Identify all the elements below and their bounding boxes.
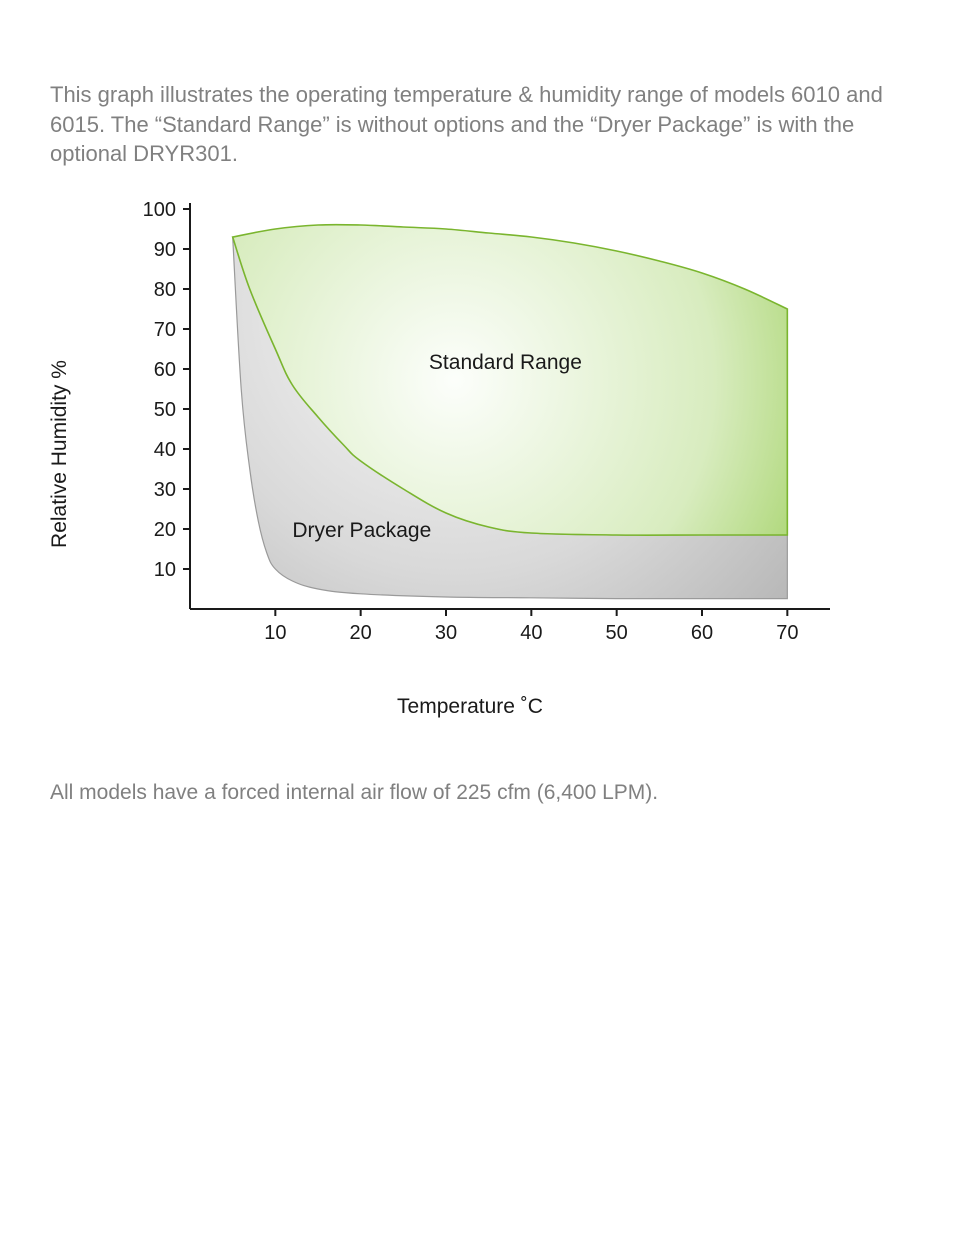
standard-range-label: Standard Range	[429, 351, 582, 374]
humidity-temperature-chart: Relative Humidity % 10203040506070809010…	[70, 199, 870, 709]
intro-paragraph: This graph illustrates the operating tem…	[50, 80, 904, 169]
y-tick-label: 40	[154, 439, 176, 461]
x-tick-label: 40	[520, 622, 542, 644]
x-tick-label: 10	[264, 622, 286, 644]
y-tick-label: 10	[154, 559, 176, 581]
y-tick-label: 70	[154, 319, 176, 341]
y-tick-label: 80	[154, 279, 176, 301]
y-tick-label: 50	[154, 399, 176, 421]
dryer-package-label: Dryer Package	[292, 519, 431, 542]
chart-svg: 10 20 30 40 50 60 70 80 90 100 10 20 30 40 50 60 70 Stand…	[70, 199, 870, 669]
x-tick-label: 70	[776, 622, 798, 644]
y-tick-label: 100	[143, 199, 176, 221]
x-axis-label: Temperature ˚C	[397, 695, 543, 719]
outro-paragraph: All models have a forced internal air fl…	[50, 779, 904, 807]
page: This graph illustrates the operating tem…	[0, 0, 954, 1235]
x-tick-label: 50	[606, 622, 628, 644]
y-axis-label: Relative Humidity %	[48, 360, 72, 548]
y-tick-label: 20	[154, 519, 176, 541]
y-tick-label: 60	[154, 359, 176, 381]
x-tick-label: 20	[350, 622, 372, 644]
x-tick-label: 60	[691, 622, 713, 644]
y-tick-label: 30	[154, 479, 176, 501]
y-tick-label: 90	[154, 239, 176, 261]
x-tick-label: 30	[435, 622, 457, 644]
